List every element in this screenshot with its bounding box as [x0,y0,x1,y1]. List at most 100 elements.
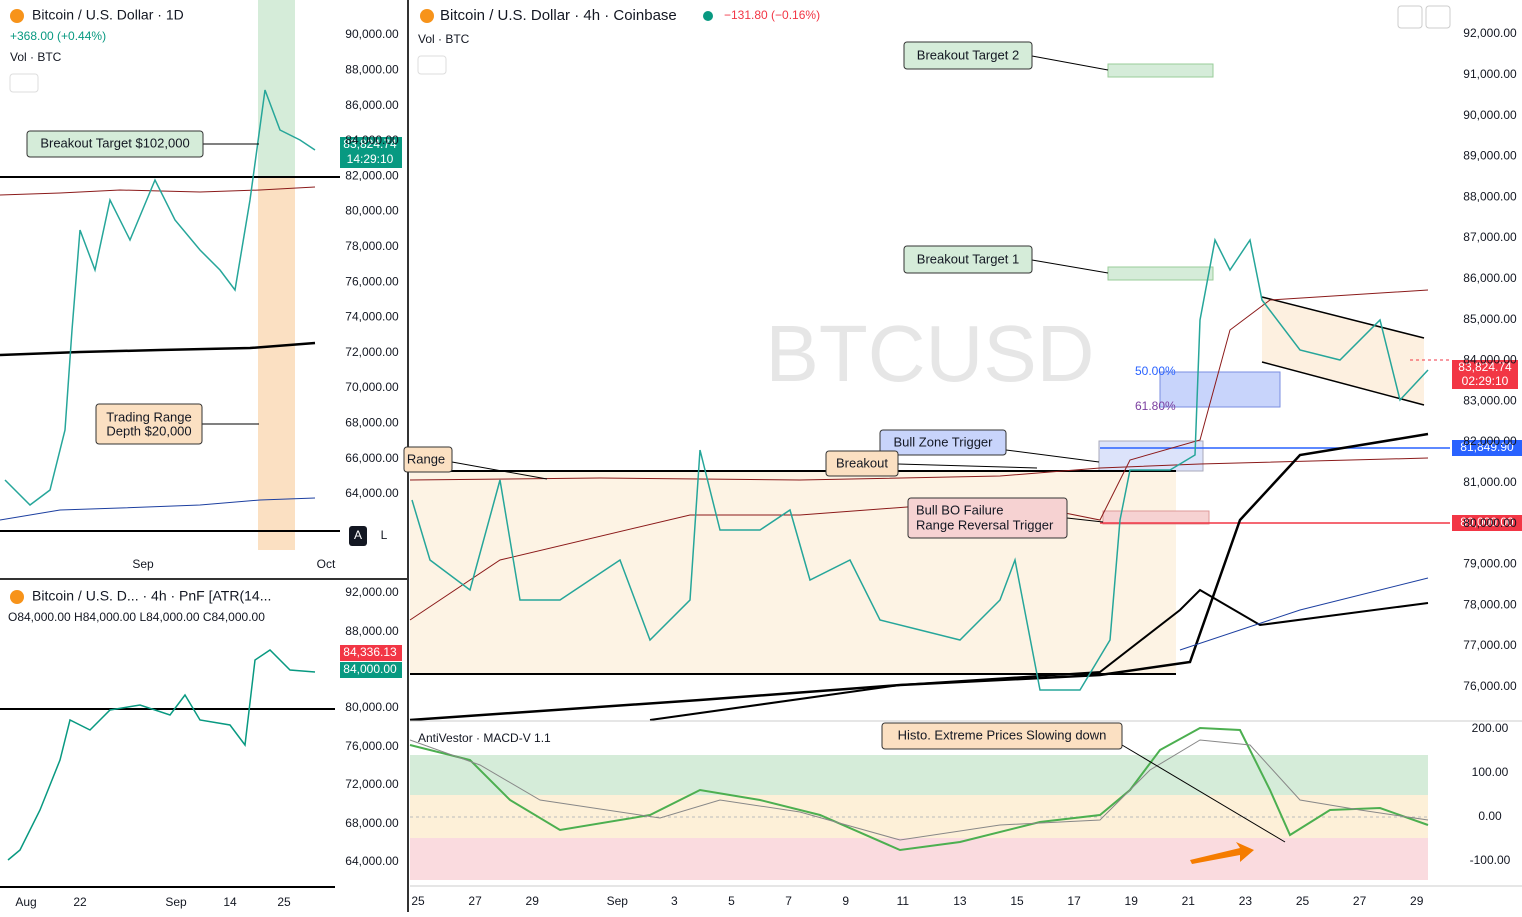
band-line [409,289,1429,621]
time-axis-label: 15 [1010,894,1024,908]
symbol-title: Bitcoin / U.S. Dollar · 4h · Coinbase [440,7,677,24]
collapse-button[interactable] [417,55,447,75]
ma-line [409,457,1429,481]
price-high: 84,336.13 [343,645,397,659]
zone-band [410,755,1428,795]
time-axis-label: 9 [842,894,849,908]
time-axis-label: 25 [1296,894,1310,908]
time-axis-label: 3 [671,894,678,908]
time-axis-label: 17 [1067,894,1081,908]
connector [451,461,548,480]
price-line [4,89,316,506]
last-price-tag [340,137,402,168]
bull-zone [1098,440,1204,472]
signal-line [409,739,1429,841]
time-axis-label: 13 [953,894,967,908]
price-axis-label: 84,000.00 [1463,353,1517,367]
time-axis-label: 21 [1182,894,1196,908]
time-axis-label: 14 [223,895,237,909]
time-axis-label: 5 [728,894,735,908]
time-axis-label: 25 [411,894,425,908]
connector [1005,449,1100,463]
collapse-button[interactable] [9,73,39,93]
countdown: 14:29:10 [347,152,394,166]
failure-price: 80,000.00 [1460,515,1514,529]
annotation-box [907,497,1068,539]
symbol-title: Bitcoin / U.S. Dollar · 1D [32,7,184,23]
coin-icon [10,590,24,604]
time-axis-label: 27 [468,894,482,908]
pnf-trend [7,649,316,861]
time-axis-label: 11 [897,894,910,908]
price-axis-label: 92,000.00 [345,585,399,599]
ohlc: O84,000.00 H84,000.00 L84,000.00 C84,000… [8,610,265,624]
zone-band [410,838,1428,880]
download-button[interactable] [1397,5,1423,29]
price-change: +368.00 (+0.44%) [10,29,106,43]
arrow [1190,842,1254,864]
time-axis-label: 22 [73,895,87,909]
time-axis-label: Aug [15,895,36,909]
annotation-box [825,450,899,477]
price-axis-label: 81,000.00 [1463,475,1517,489]
price-axis-label: 82,000.00 [345,168,399,182]
time-axis-label: 27 [1353,894,1367,908]
ma-line [409,432,1429,722]
annotation-box [903,245,1033,274]
failure-zone [1102,510,1210,525]
target-zone [1107,266,1214,281]
price-axis-label: 88,000.00 [1463,189,1517,203]
price-axis-label: 90,000.00 [1463,108,1517,122]
fib-label: 61.80% [1135,399,1176,413]
price-axis-label: 87,000.00 [1463,230,1517,244]
price-axis-label: 68,000.00 [345,415,399,429]
price-tag [340,645,402,661]
indicator-axis-label: 200.00 [1472,721,1509,735]
annotation: Breakout Target $102,000 [40,135,189,150]
annotation-box [903,41,1033,70]
channel-line [1261,296,1425,339]
annotation-box [26,130,204,158]
channel [1262,297,1424,405]
macd-line [409,726,1429,852]
price-axis-label: 88,000.00 [345,62,399,76]
annotation-box [95,403,203,445]
symbol-title: Bitcoin / U.S. D... · 4h · PnF [ATR(14..… [32,588,271,604]
bull-trigger-price: 81,849.90 [1460,440,1514,454]
channel-line [1261,361,1425,406]
annotation: Bull BO Failure [916,502,1003,517]
coin-icon [10,9,24,23]
left-bottom-panel: Bitcoin / U.S. D... · 4h · PnF [ATR(14..… [0,588,402,888]
price-tag [340,662,402,678]
connector [1066,517,1104,523]
volume-label: Vol · BTC [10,50,62,64]
annotation: Histo. Extreme Prices Slowing down [898,727,1107,742]
price-axis-label: 80,000.00 [1463,516,1517,530]
price-axis-label: 80,000.00 [345,204,399,218]
price-axis-label: 74,000.00 [345,310,399,324]
annotation-box [879,429,1007,456]
indicator-title: AntiVestor · MACD-V 1.1 [418,731,551,745]
price-axis-label: 72,000.00 [345,345,399,359]
annotation: Range Reversal Trigger [916,517,1054,532]
target-zone [258,0,295,178]
price-axis-label: 92,000.00 [1463,26,1517,40]
indicator-axis-label: 0.00 [1478,809,1502,823]
time-axis-label: Sep [132,557,154,571]
indicator-axis-label: -100.00 [1470,853,1511,867]
market-status [703,11,713,21]
last-price: 83,824.74 [343,137,397,151]
price-axis-label: 64,000.00 [345,854,399,868]
price-axis-label: 89,000.00 [1463,149,1517,163]
auto-scale-button[interactable] [349,526,367,546]
button-label: A [354,528,362,542]
price-axis-label: 76,000.00 [345,739,399,753]
indicator-axis-label: 100.00 [1472,765,1509,779]
connector [897,463,1038,469]
price-axis-label: 68,000.00 [345,816,399,830]
price-axis-label: 82,000.00 [1463,434,1517,448]
time-axis-label: 25 [277,895,291,909]
fullscreen-button[interactable] [1425,5,1451,29]
time-axis-label: Sep [165,895,187,909]
last-price: 83,824.74 [1458,360,1512,374]
